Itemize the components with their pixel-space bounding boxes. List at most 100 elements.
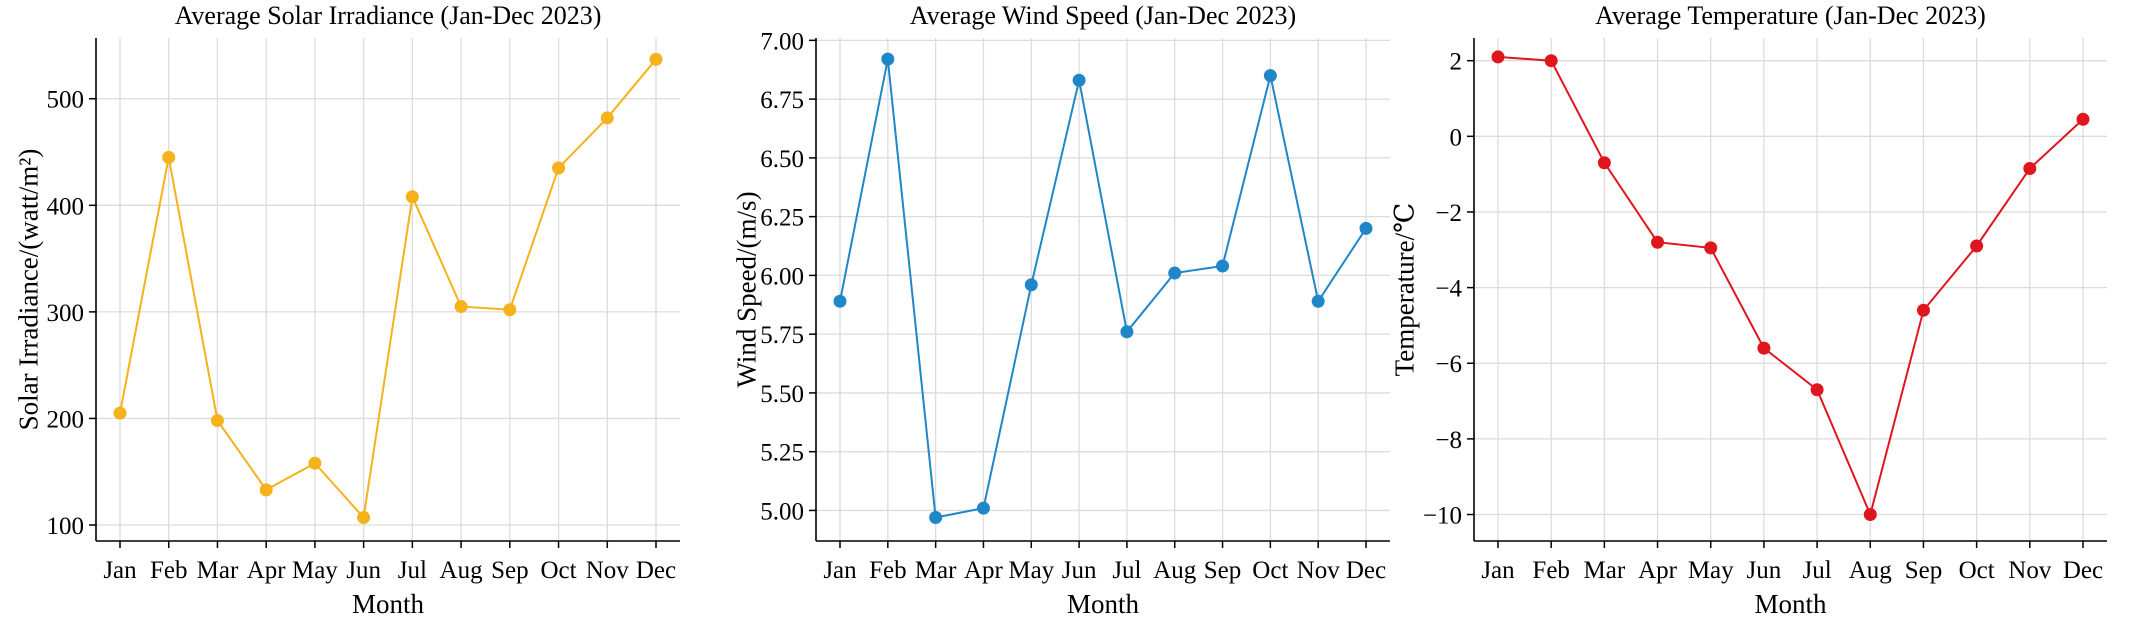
data-point: [1970, 239, 1984, 253]
x-tick-label: Aug: [1849, 557, 1893, 584]
y-tick-label: 300: [47, 300, 85, 327]
y-tick-label: 6.50: [760, 146, 804, 173]
data-point: [210, 414, 224, 428]
x-axis-label: Month: [1754, 589, 1827, 618]
y-tick-label: 400: [47, 193, 85, 220]
x-tick-label: Jan: [103, 557, 137, 584]
data-point: [649, 52, 663, 66]
x-tick-label: Aug: [440, 557, 484, 584]
y-tick-label: 6.75: [760, 87, 804, 114]
x-tick-label: Jul: [398, 557, 427, 584]
data-point: [1810, 383, 1824, 397]
x-tick-label: Sep: [491, 557, 529, 584]
chart-title: Average Wind Speed (Jan-Dec 2023): [910, 1, 1296, 30]
data-point: [1120, 325, 1134, 339]
x-tick-label: Apr: [247, 557, 287, 584]
data-point: [1491, 50, 1505, 64]
x-tick-label: Oct: [540, 557, 576, 584]
x-axis-label: Month: [352, 589, 425, 618]
data-point: [929, 510, 943, 524]
chart-3: −10 −8 −6 −4 −2 0 2 Jan Feb Mar Apr May Jun Jul Aug Sep…: [1389, 1, 2107, 618]
series-line: [1497, 55, 2084, 518]
x-tick-label: Apr: [1638, 557, 1678, 584]
data-point: [162, 150, 176, 164]
chart-title: Average Solar Irradiance (Jan-Dec 2023): [175, 1, 602, 30]
x-tick-label: Jun: [1062, 557, 1097, 584]
chart-title: Average Temperature (Jan-Dec 2023): [1595, 1, 1986, 30]
chart-2: 5.00 5.25 5.50 5.75 6.00 6.25 6.50 6.75 7.00 Jan F…: [731, 1, 1390, 618]
x-tick-label: Jun: [1747, 557, 1782, 584]
data-point: [976, 501, 990, 515]
x-tick-label: May: [1008, 557, 1054, 584]
data-point: [308, 456, 322, 470]
y-tick-label: 6.25: [760, 205, 804, 232]
y-tick-label: 200: [47, 406, 85, 433]
data-point: [1863, 508, 1877, 522]
data-point: [454, 300, 468, 314]
x-tick-label: Sep: [1204, 557, 1242, 584]
y-axis-label: Wind Speed/(m/s): [731, 191, 761, 387]
y-tick-label: −4: [1435, 276, 1462, 303]
x-tick-label: Mar: [1584, 557, 1626, 584]
y-tick-label: −6: [1435, 351, 1462, 378]
y-tick-label: −8: [1435, 427, 1462, 454]
data-point: [1168, 266, 1182, 280]
series-line: [119, 58, 657, 520]
y-tick-label: 100: [47, 513, 85, 540]
x-tick-label: Nov: [2008, 557, 2052, 584]
data-point: [1544, 54, 1558, 68]
x-tick-label: Feb: [150, 557, 188, 584]
x-tick-label: Aug: [1153, 557, 1197, 584]
x-tick-label: Dec: [636, 557, 676, 584]
x-tick-label: Nov: [586, 557, 630, 584]
data-point: [1597, 156, 1611, 170]
y-tick-label: −2: [1435, 200, 1462, 227]
y-tick-label: 500: [47, 87, 85, 114]
y-tick-label: 7.00: [760, 28, 804, 55]
x-tick-label: Nov: [1297, 557, 1341, 584]
data-point: [552, 161, 566, 175]
x-axis-label: Month: [1067, 589, 1140, 618]
x-tick-label: Mar: [197, 557, 239, 584]
series-line: [839, 59, 1367, 519]
data-point: [503, 303, 517, 317]
y-tick-label: 5.25: [760, 440, 804, 467]
x-tick-label: Dec: [1346, 557, 1386, 584]
data-point: [113, 406, 127, 420]
data-point: [881, 52, 895, 66]
data-point: [259, 483, 273, 497]
x-tick-label: May: [292, 557, 338, 584]
data-point: [2023, 161, 2037, 175]
x-tick-label: Oct: [1959, 557, 1995, 584]
x-tick-label: Mar: [915, 557, 957, 584]
data-point: [1072, 73, 1086, 87]
x-tick-label: May: [1688, 557, 1734, 584]
x-tick-label: Feb: [869, 557, 907, 584]
y-tick-label: 5.00: [760, 498, 804, 525]
data-point: [1311, 294, 1325, 308]
x-tick-label: Apr: [964, 557, 1004, 584]
x-tick-label: Dec: [2063, 557, 2103, 584]
y-tick-label: −10: [1423, 503, 1462, 530]
data-point: [1024, 278, 1038, 292]
x-tick-label: Sep: [1905, 557, 1943, 584]
data-point: [1359, 221, 1373, 235]
data-point: [2076, 112, 2090, 126]
x-tick-label: Jul: [1112, 557, 1141, 584]
x-tick-label: Jan: [823, 557, 857, 584]
y-tick-label: 0: [1450, 124, 1463, 151]
data-point: [1651, 235, 1665, 249]
y-tick-label: 5.75: [760, 322, 804, 349]
data-point: [1704, 241, 1718, 255]
y-axis-label: Temperature/℃: [1389, 203, 1419, 377]
data-point: [833, 294, 847, 308]
data-point: [1216, 259, 1230, 273]
data-point: [600, 111, 614, 125]
y-tick-label: 2: [1450, 49, 1463, 76]
x-tick-label: Jan: [1481, 557, 1515, 584]
x-tick-label: Oct: [1252, 557, 1288, 584]
data-point: [1757, 341, 1771, 355]
y-axis-label: Solar Irradiance/(watt/m²): [13, 149, 43, 431]
chart-1: 100 200 300 400 500 Jan Feb Mar Apr May Jun Jul Aug S…: [13, 1, 680, 618]
